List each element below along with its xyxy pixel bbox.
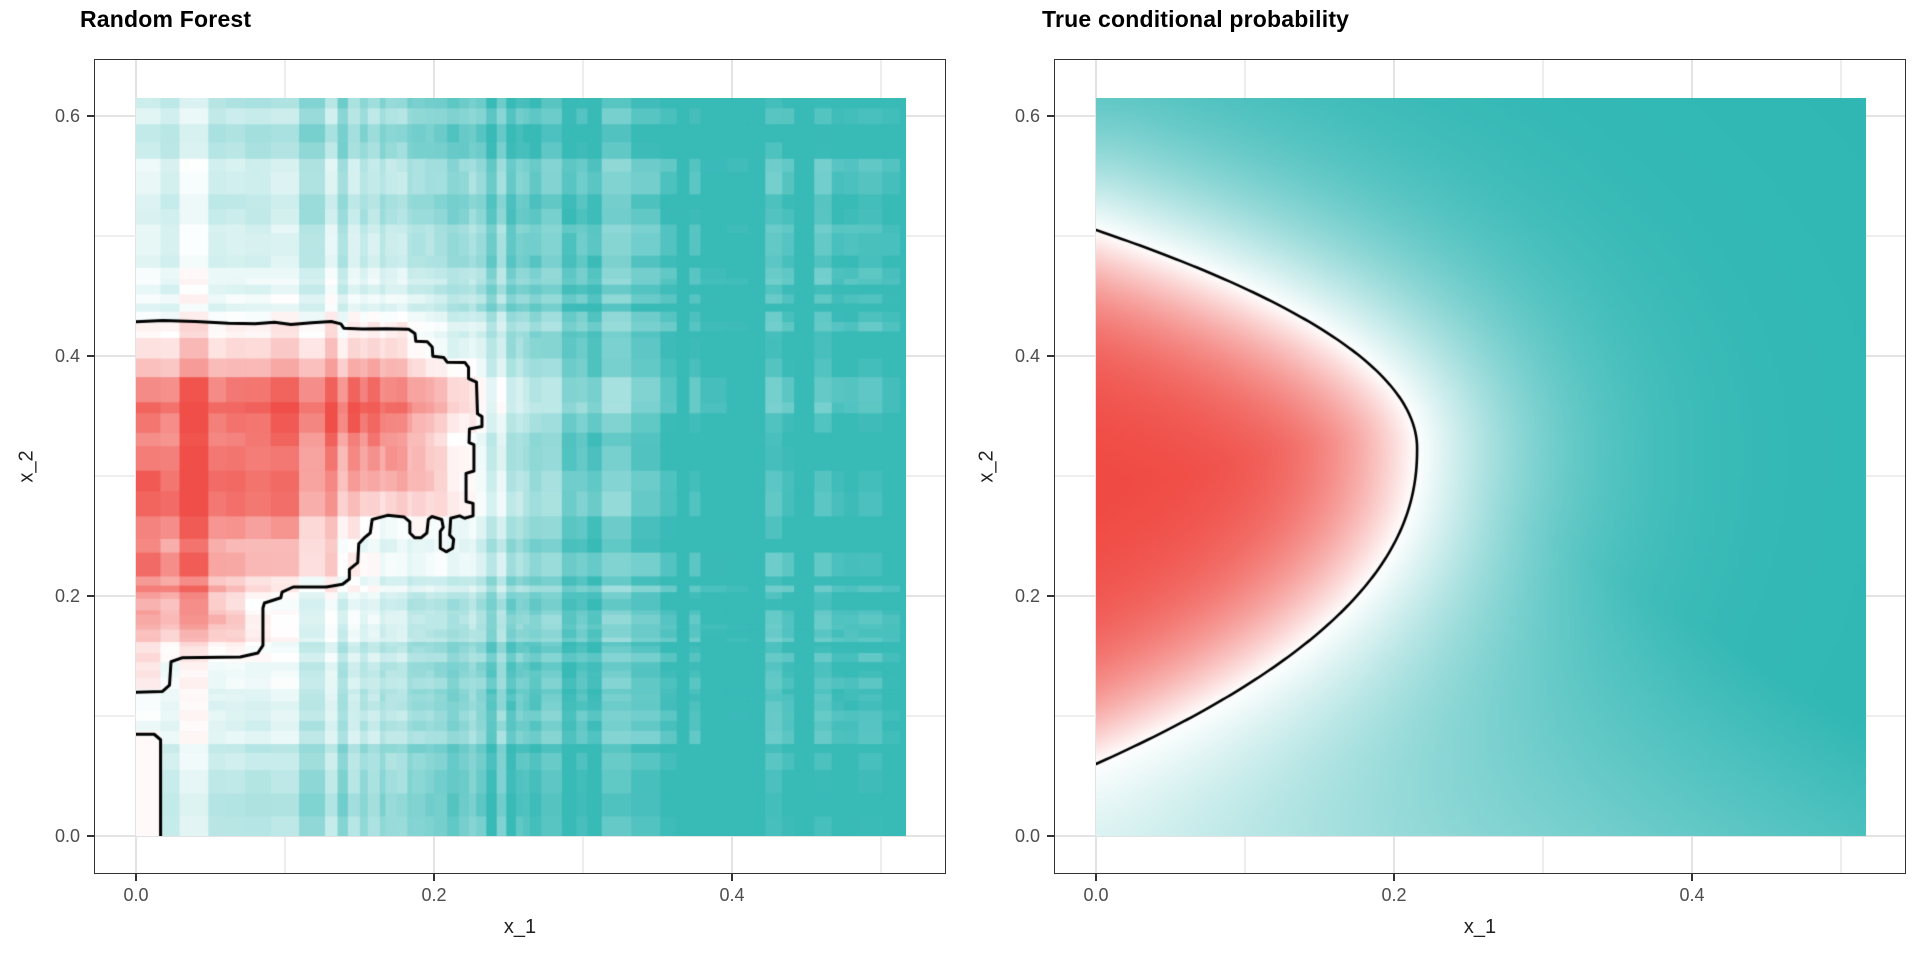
x-axis-title-true-probability: x_1 [1463,916,1497,938]
y-tick-mark [1047,595,1055,597]
x-tick-mark [1393,873,1395,881]
x-tick-label: 0.4 [719,885,745,905]
x-tick-mark [731,873,733,881]
y-tick-label: 0.0 [1014,826,1040,846]
x-tick-label: 0.2 [421,885,447,905]
x-tick-mark [135,873,137,881]
y-tick-label: 0.4 [54,346,80,366]
heatmap-canvas-random-forest [136,98,906,836]
x-tick-label: 0.0 [1083,885,1109,905]
y-tick-mark [87,115,95,117]
y-tick-label: 0.4 [1014,346,1040,366]
x-tick-mark [1691,873,1693,881]
y-tick-label: 0.6 [1014,106,1040,126]
x-tick-label: 0.2 [1381,885,1407,905]
y-axis-title-true-probability: x_2 [975,450,998,483]
plot-title-random-forest: Random Forest [80,6,252,32]
heatmap-canvas-true-probability [1096,98,1866,836]
x-tick-mark [1095,873,1097,881]
y-tick-label: 0.0 [54,826,80,846]
x-tick-mark [433,873,435,881]
plot-title-true-probability: True conditional probability [1042,6,1350,32]
y-tick-mark [87,595,95,597]
y-tick-label: 0.2 [54,586,80,606]
x-tick-label: 0.0 [123,885,149,905]
y-axis-title-random-forest: x_2 [15,450,38,483]
y-tick-mark [1047,355,1055,357]
y-tick-mark [87,355,95,357]
y-tick-mark [1047,835,1055,837]
y-tick-label: 0.6 [54,106,80,126]
x-tick-label: 0.4 [1679,885,1705,905]
y-tick-mark [1047,115,1055,117]
y-tick-label: 0.2 [1014,586,1040,606]
x-axis-title-random-forest: x_1 [503,916,537,938]
y-tick-mark [87,835,95,837]
